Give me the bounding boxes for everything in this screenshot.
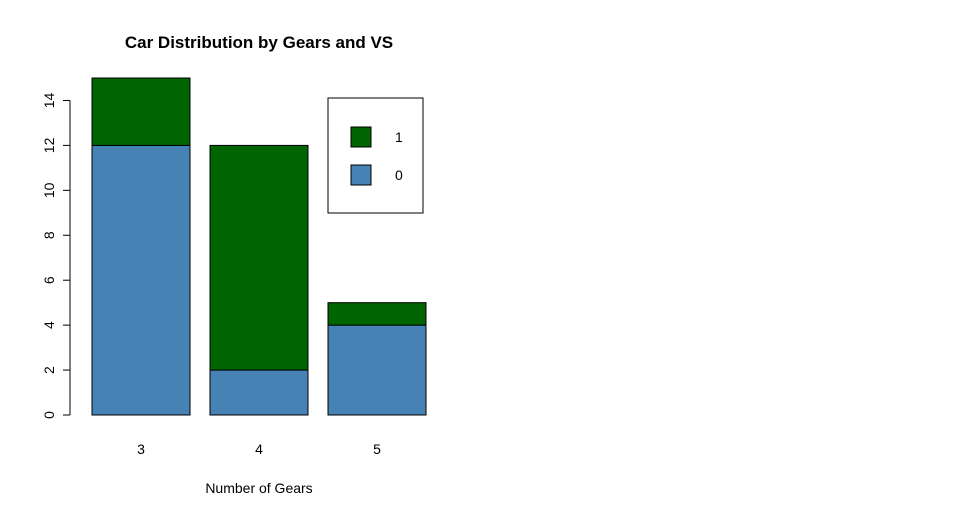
bar-3-series-1 (91, 77, 191, 146)
y-tick-label-6: 6 (41, 276, 57, 284)
bar-5-series-1 (327, 302, 427, 326)
y-axis: 0 2 4 6 8 10 12 14 (41, 92, 71, 419)
y-tick-label-2: 2 (41, 366, 57, 374)
legend: 10 (327, 97, 424, 214)
y-tick-label-4: 4 (41, 321, 57, 329)
bar-4-series-0 (209, 369, 309, 416)
x-tick-label-3: 3 (137, 441, 145, 457)
y-tick-label-0: 0 (41, 411, 57, 419)
y-tick-label-12: 12 (41, 137, 57, 153)
legend-box (327, 97, 424, 214)
bar-4-series-1 (209, 144, 309, 371)
x-tick-label-4: 4 (255, 441, 263, 457)
legend-label-1: 1 (395, 129, 403, 145)
x-axis-labels: 3 4 5 (137, 441, 381, 457)
legend-swatch-1 (350, 126, 372, 148)
legend-swatch-0 (350, 164, 372, 186)
x-axis-title: Number of Gears (205, 480, 312, 496)
y-tick-label-8: 8 (41, 231, 57, 239)
bar-5-series-0 (327, 324, 427, 416)
legend-label-0: 0 (395, 167, 403, 183)
bars-group (91, 77, 427, 416)
y-tick-label-14: 14 (41, 92, 57, 108)
bar-3-series-0 (91, 144, 191, 416)
y-tick-label-10: 10 (41, 182, 57, 198)
x-tick-label-5: 5 (373, 441, 381, 457)
chart-title: Car Distribution by Gears and VS (125, 33, 393, 52)
